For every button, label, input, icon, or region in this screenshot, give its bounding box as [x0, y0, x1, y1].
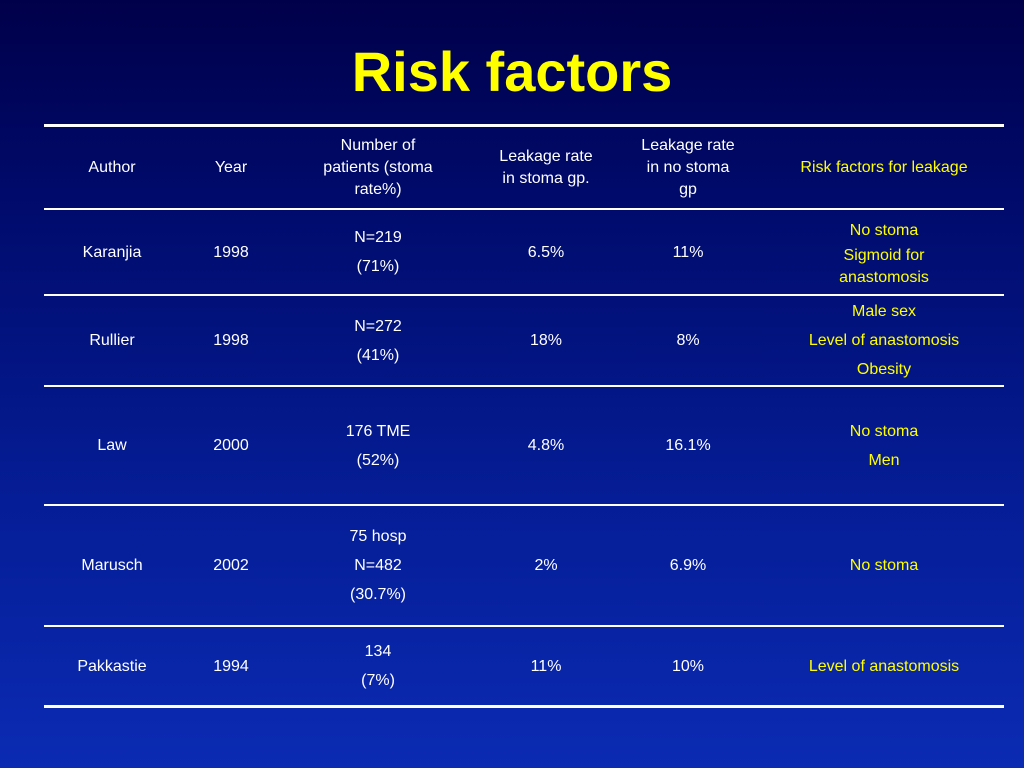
cell-risk-factors: Level of anastomosis: [808, 657, 960, 675]
header-leakage-no-stoma: Leakage rate in no stoma gp: [641, 136, 735, 198]
cell-author: Pakkastie: [77, 657, 147, 675]
cell-leakage-stoma: 18%: [529, 332, 563, 349]
cell-risk-factors: No stoma Men: [849, 422, 919, 469]
cell-author: Karanjia: [82, 243, 142, 261]
cell-risk-factors: No stoma: [849, 557, 919, 574]
header-leakage-stoma: Leakage rate in stoma gp.: [499, 147, 593, 187]
cell-leakage-no-stoma: 11%: [672, 243, 704, 261]
cell-leakage-stoma: 11%: [530, 657, 562, 675]
cell-leakage-stoma: 4.8%: [527, 437, 565, 454]
cell-author: Rullier: [89, 332, 135, 349]
slide-title: Risk factors: [351, 40, 673, 103]
cell-author: Law: [97, 437, 127, 454]
cell-risk-factors: Male sex Level of anastomosis Obesity: [808, 303, 960, 378]
row-divider: [44, 294, 1004, 296]
cell-year: 1998: [213, 243, 249, 261]
row-divider: [44, 504, 1004, 506]
table-top-rule: [44, 124, 1004, 127]
cell-patients: 75 hosp N=482 (30.7%): [349, 528, 407, 603]
table-row: Karanjia 1998 N=219 (71%) 6.5% 11% No st…: [44, 210, 1004, 294]
table-bottom-rule: [44, 705, 1004, 708]
cell-leakage-stoma: 6.5%: [527, 243, 565, 261]
table-row: Marusch 2002 75 hosp N=482 (30.7%) 2% 6.…: [44, 506, 1004, 625]
header-patients: Number of patients (stoma rate%): [323, 136, 433, 198]
header-risk-factors: Risk factors for leakage: [800, 158, 968, 176]
cell-leakage-no-stoma: 16.1%: [665, 437, 711, 454]
cell-patients: 176 TME (52%): [345, 422, 411, 469]
cell-year: 2000: [213, 437, 249, 454]
table-row: Law 2000 176 TME (52%) 4.8% 16.1% No sto…: [44, 387, 1004, 504]
cell-year: 1998: [213, 332, 249, 349]
table-row: Rullier 1998 N=272 (41%) 18% 8% Male sex…: [44, 296, 1004, 385]
table-header-row: Author Year Number of patients (stoma ra…: [44, 127, 1004, 208]
cell-leakage-no-stoma: 6.9%: [669, 557, 707, 574]
cell-risk-factors: No stoma Sigmoid for anastomosis: [839, 221, 929, 286]
cell-patients: N=272 (41%): [354, 317, 402, 364]
table-row: Pakkastie 1994 134 (7%) 11% 10% Level of…: [44, 627, 1004, 705]
cell-author: Marusch: [81, 557, 143, 574]
cell-patients: 134 (7%): [361, 643, 395, 689]
cell-patients: N=219 (71%): [354, 229, 402, 275]
row-divider: [44, 385, 1004, 387]
row-divider: [44, 625, 1004, 627]
cell-year: 2002: [213, 557, 249, 574]
cell-leakage-no-stoma: 8%: [676, 332, 700, 349]
header-bottom-rule: [44, 208, 1004, 210]
cell-year: 1994: [213, 657, 249, 675]
cell-leakage-stoma: 2%: [534, 557, 558, 574]
cell-leakage-no-stoma: 10%: [671, 657, 705, 675]
header-author: Author: [88, 158, 136, 176]
header-year: Year: [214, 158, 248, 176]
